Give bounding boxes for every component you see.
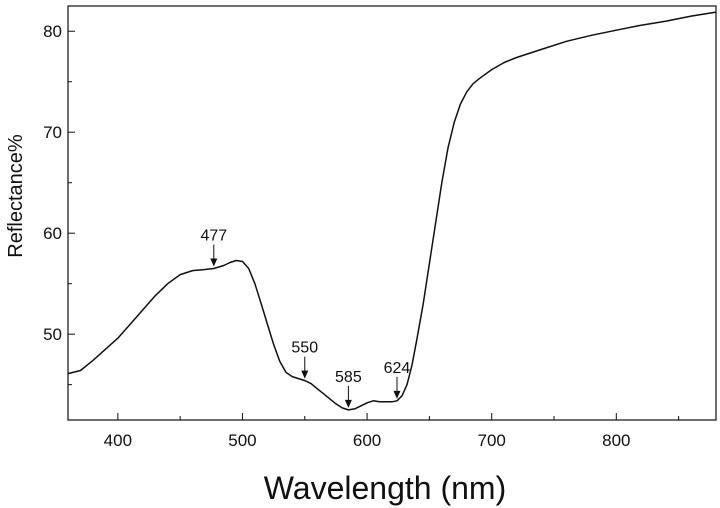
x-tick-label: 800 — [602, 431, 630, 450]
y-tick-label: 70 — [43, 123, 62, 142]
annotation-label: 550 — [291, 340, 318, 357]
reflectance-line — [67, 11, 717, 411]
series-group — [67, 11, 717, 411]
x-axis-title: Wavelength (nm) — [264, 470, 506, 506]
plot-frame — [67, 5, 717, 421]
x-tick-label: 500 — [228, 431, 256, 450]
x-tick-label: 700 — [478, 431, 506, 450]
annotation-label: 624 — [384, 360, 411, 377]
y-tick-label: 80 — [43, 22, 62, 41]
annotation-label: 477 — [200, 228, 227, 245]
y-tick-label: 60 — [43, 224, 62, 243]
axes-group — [67, 5, 717, 421]
annotation-arrow-head — [210, 258, 218, 267]
y-tick-label: 50 — [43, 325, 62, 344]
annotation-arrow-head — [344, 399, 352, 408]
annotation-arrow-head — [301, 370, 309, 379]
y-axis-title: Reflectance% — [5, 134, 27, 258]
annotation-arrow-head — [393, 390, 401, 399]
annotation-label: 585 — [335, 369, 362, 386]
ticks-group: 400 500 600 700 800 50 60 70 80 — [43, 22, 680, 450]
x-tick-label: 600 — [353, 431, 381, 450]
annotations-group: 477 550 585 624 — [200, 228, 410, 408]
x-tick-label: 400 — [104, 431, 132, 450]
